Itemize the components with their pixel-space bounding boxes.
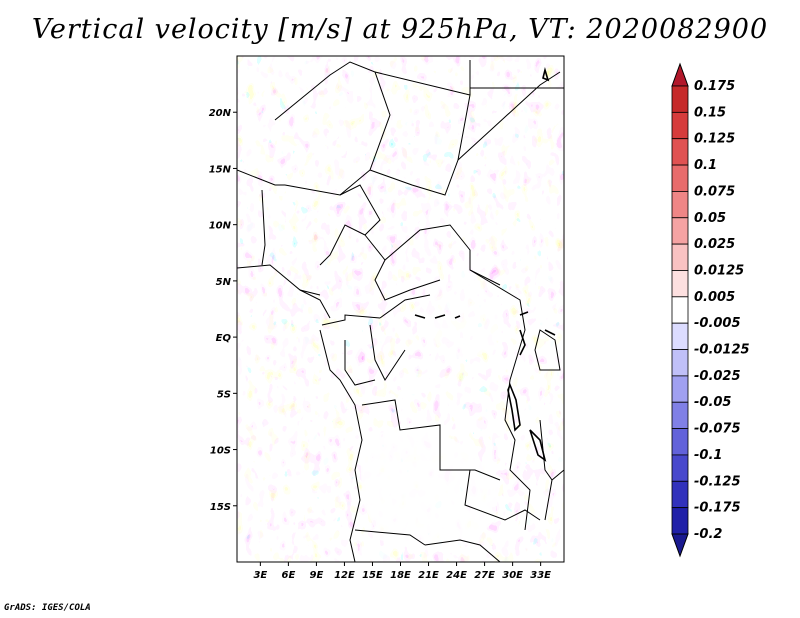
colorbar-label: -0.2 (694, 527, 722, 542)
colorbar-label: 0.005 (694, 290, 735, 305)
colorbar-label: -0.0125 (694, 343, 750, 358)
colorbar-label: 0.025 (694, 237, 735, 252)
colorbar-label: 0.0125 (694, 263, 744, 278)
lat-label: 10S (210, 446, 231, 457)
colorbar-segment (671, 349, 689, 377)
lon-label: 9E (310, 570, 324, 581)
lakes (414, 66, 556, 462)
colorbar-segment (671, 401, 689, 429)
colorbar-segment (671, 375, 689, 403)
colorbar-segment (671, 322, 689, 350)
lat-label: 15S (210, 502, 231, 513)
latitude-axis: 20N 15N 10N 5N EQ 5S 10S 15S (209, 108, 237, 513)
colorbar-label: -0.175 (694, 501, 741, 516)
colorbar-label: -0.125 (694, 474, 741, 489)
colorbar-segment (671, 191, 689, 219)
colorbar-label: -0.025 (694, 369, 741, 384)
colorbar-segment (671, 164, 689, 192)
colorbar-segment (671, 243, 689, 271)
colorbar-segment (671, 480, 689, 509)
colorbar-label: 0.1 (694, 158, 717, 173)
colorbar-label: 0.175 (694, 79, 735, 94)
colorbar-segment (671, 217, 689, 245)
colorbar-label: 0.125 (694, 132, 735, 147)
lat-label: 20N (209, 108, 232, 119)
lon-label: 30E (502, 570, 523, 581)
map-title: Vertical velocity [m/s] at 925hPa, VT: 2… (31, 14, 769, 45)
colorbar-bottom-arrow (671, 533, 689, 558)
grads-credit: GrADS: IGES/COLA (4, 603, 91, 613)
lon-label: 6E (281, 570, 295, 581)
lat-label: 10N (209, 221, 232, 232)
lon-label: 3E (253, 570, 267, 581)
colorbar-label: -0.05 (694, 395, 731, 410)
colorbar-label: 0.05 (694, 211, 726, 226)
lat-label: 5S (217, 389, 231, 400)
colorbar-label: 0.075 (694, 184, 735, 199)
lat-label: 15N (209, 164, 232, 175)
colorbar-segment (671, 111, 689, 140)
colorbar-label: -0.005 (694, 316, 741, 331)
lon-label: 15E (362, 570, 383, 581)
lon-label: 12E (334, 570, 355, 581)
colorbar: 0.175 0.15 0.125 0.1 0.075 0.05 0.025 0.0125 0.0… (671, 62, 750, 558)
colorbar-segment (671, 428, 689, 456)
colorbar-label: -0.075 (694, 422, 741, 437)
colorbar-segment (671, 296, 689, 324)
velocity-field (237, 56, 564, 562)
lon-label: 27E (474, 570, 495, 581)
colorbar-segment (671, 507, 689, 535)
lat-label: EQ (216, 333, 232, 344)
colorbar-label: 0.15 (694, 105, 726, 120)
lon-label: 21E (418, 570, 439, 581)
colorbar-label: -0.1 (694, 448, 722, 463)
colorbar-segment (671, 454, 689, 482)
colorbar-segment (671, 85, 689, 113)
country-borders (237, 60, 564, 562)
lon-label: 18E (390, 570, 411, 581)
lat-label: 5N (216, 277, 232, 288)
longitude-axis: 3E 6E 9E 12E 15E 18E 21E 24E 27E 30E 33E (253, 562, 551, 581)
colorbar-top-arrow (671, 62, 689, 87)
lon-label: 24E (446, 570, 467, 581)
colorbar-segment (671, 138, 689, 166)
lon-label: 33E (530, 570, 551, 581)
colorbar-segment (671, 270, 689, 298)
